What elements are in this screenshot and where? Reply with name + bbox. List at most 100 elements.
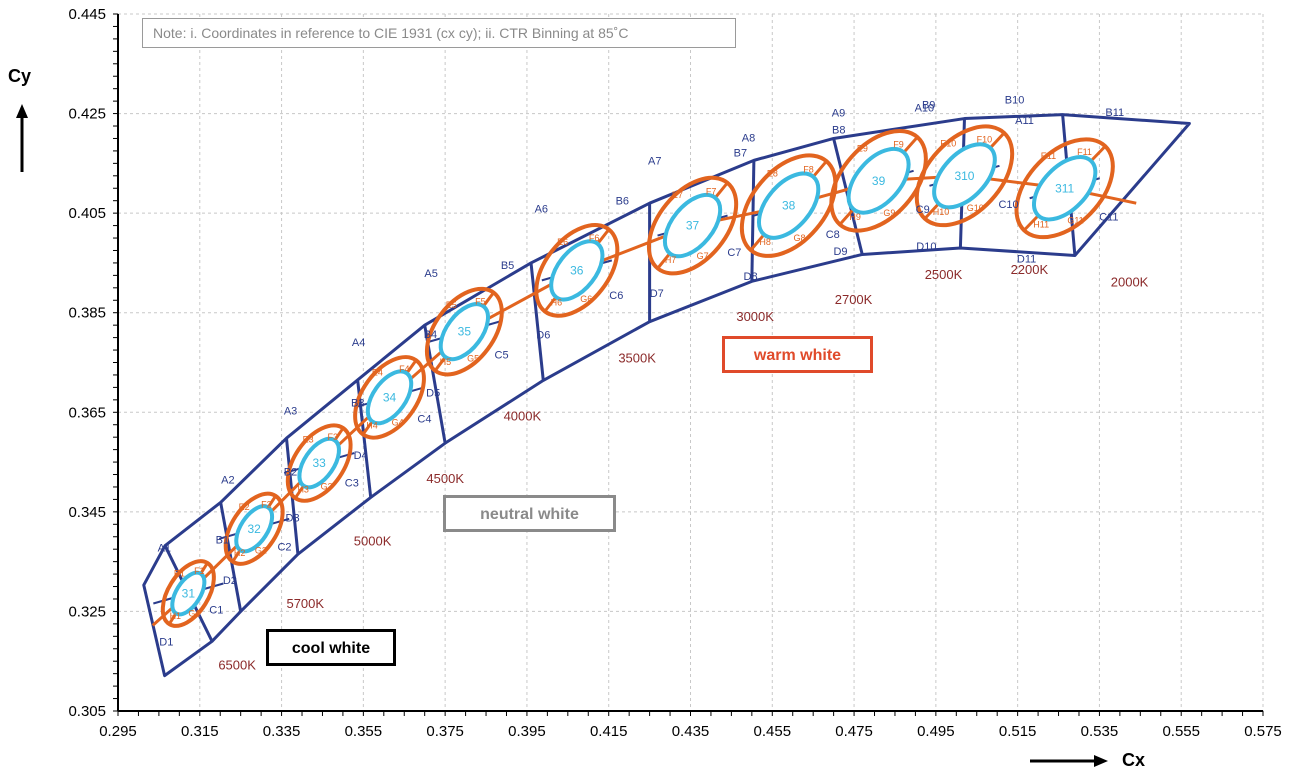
bin-center-label: 38 [782,199,796,213]
cct-label: 3500K [618,350,656,365]
y-tick-label: 0.305 [68,703,106,720]
bin-center-label: 33 [313,456,327,470]
bin-corner-label: B8 [832,124,845,136]
cct-label: 2700K [835,292,873,307]
inner-ellipse-6 [549,239,605,302]
bin-sub-label: F2 [261,499,272,509]
inner-ellipse-11 [1032,155,1098,222]
bin-sub-label: E4 [372,367,383,377]
bin-sub-label: F10 [977,135,993,145]
bin-sub-label: G5 [467,353,479,363]
bin-sub-label: G1 [188,608,200,618]
y-tick-label: 0.405 [68,205,106,222]
bin-sub-label: F9 [893,140,904,150]
bin-corner-label: D9 [833,246,847,258]
bin-sub-label: G6 [580,294,592,304]
bin-sub-label: H7 [665,255,677,265]
bin-corner-label: D11 [1017,254,1036,266]
bin-corner-label: C1 [209,604,223,616]
x-tick-label: 0.455 [754,723,792,740]
cct-label: 3000K [736,309,774,324]
bin-sub-label: E9 [857,144,868,154]
outer-ellipse-11 [1014,137,1115,240]
bin-corner-label: D10 [916,241,936,253]
bin-corner-label: B5 [501,260,514,272]
inner-ellipse-4 [365,369,414,426]
bin-center-label: 37 [686,219,700,233]
y-axis-label: Cy [8,66,31,86]
bin-sub-label: G9 [883,208,895,218]
bin-corner-label: B6 [616,195,629,207]
bin-ellipse-group-6 [534,223,620,318]
bin-corner-label: A2 [221,475,234,487]
center-line [151,174,1137,627]
region-label-warm-white: warm white [722,336,873,373]
bin-labels: 31 E1 F1 G1 H1 A1 B1 C1 D1 6500K 32 E2 F2 G2 H2 A2 B2 C2 D… [158,94,1149,672]
bin-sub-label: H3 [297,484,309,494]
x-tick-label: 0.555 [1162,723,1200,740]
y-tick-label: 0.445 [68,6,106,23]
bin-sub-label: F1 [194,566,205,576]
bin-divider [529,262,545,381]
bin-sub-label: H1 [170,611,182,621]
bin-outline-polygon [142,113,1191,678]
bin-corner-label: A11 [1015,115,1034,127]
bin-corner-label: D1 [159,637,173,649]
y-tick-label: 0.425 [68,106,106,123]
bin-sub-label: E8 [767,169,778,179]
bin-sub-label: E7 [672,190,683,200]
bin-ellipses [151,124,1137,628]
inner-ellipse-9 [846,146,911,215]
x-tick-label: 0.475 [835,723,873,740]
x-tick-label: 0.335 [263,723,301,740]
x-tick-label: 0.355 [345,723,383,740]
bin-divider [750,160,756,282]
inner-ellipse-1 [170,570,207,617]
bin-sub-label: H6 [551,298,563,308]
cct-label: 6500K [218,658,256,673]
bin-corner-label: D7 [650,288,664,300]
bin-ellipse-group-2 [223,491,285,566]
cct-label: 4500K [426,471,464,486]
bin-corner-label: B1 [216,535,229,547]
bin-sub-label: F8 [803,164,814,174]
bin-sub-label: H5 [440,357,452,367]
bin-center-label: 311 [1055,181,1074,195]
bin-sub-label: H8 [759,237,771,247]
bin-corner-label: A5 [424,268,437,280]
bin-sub-label: E6 [557,237,568,247]
bin-ellipse-group-8 [739,153,838,258]
bin-corner-label: C5 [495,349,509,361]
tick-labels: 0.295 0.315 0.335 0.355 0.375 0.395 0.415 0.435… [68,6,1281,740]
y-tick-label: 0.345 [68,504,106,521]
bin-corner-label: C8 [826,229,840,241]
cct-label: 2200K [1011,262,1049,277]
bin-outline [142,113,1191,678]
inner-ellipse-8 [757,171,821,240]
bin-ellipse-group-1 [160,559,216,628]
bin-corner-label: D6 [536,329,550,341]
bin-corner-label: A7 [648,155,661,167]
bin-corner-label: B3 [351,398,364,410]
bin-ellipse-group-4 [353,355,426,440]
bin-corner-label: C7 [727,247,741,259]
bin-sub-label: G8 [793,233,805,243]
bin-sub-label: E3 [303,435,314,445]
bin-corner-label: C3 [345,477,359,489]
note-box: Note: i. Coordinates in reference to CIE… [142,18,736,48]
bin-corner-label: A8 [742,132,755,144]
x-tick-label: 0.535 [1081,723,1119,740]
inner-ellipse-3 [297,436,341,490]
inner-ellipse-7 [662,192,723,259]
inner-ellipse-5 [438,302,490,362]
bin-corner-label: C2 [277,541,291,553]
bin-ellipse-group-5 [424,286,504,377]
x-tick-label: 0.295 [99,723,137,740]
bin-sub-label: F6 [589,233,600,243]
bin-sub-label: G4 [392,417,404,427]
bin-corner-label: B2 [284,467,297,479]
bin-sub-label: G11 [1067,215,1083,225]
bin-corner-label: B11 [1105,107,1124,119]
bin-sub-label: F7 [706,186,717,196]
